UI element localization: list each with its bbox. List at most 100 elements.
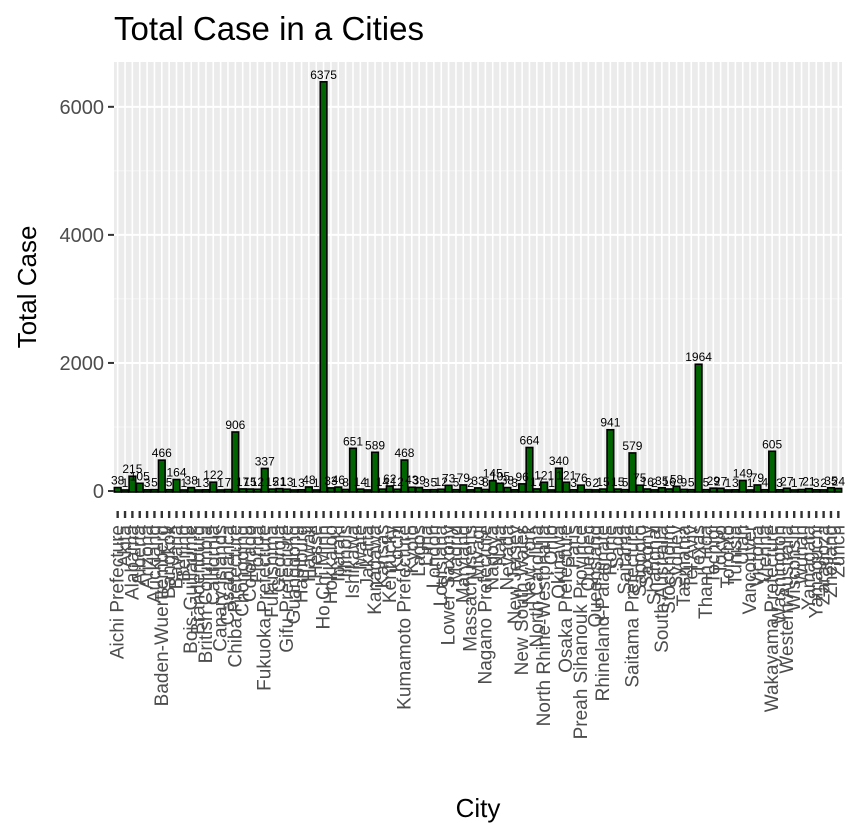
data-label: 7 [225, 476, 232, 490]
bar [378, 488, 387, 493]
bar [576, 484, 586, 493]
x-tick-label: London [424, 525, 445, 588]
x-tick-label: Akita [115, 525, 136, 568]
x-tick-label: Gifu Prefecture [277, 525, 298, 653]
data-label: 16 [663, 475, 677, 489]
data-label: 14 [354, 475, 368, 489]
bar [209, 481, 218, 493]
data-label: 605 [762, 437, 782, 451]
bar [319, 81, 328, 493]
x-tick-label: Aichi Prefecture [108, 525, 129, 659]
data-label: 4 [761, 476, 768, 490]
x-tick-label: Stockholm [659, 525, 680, 614]
bar [282, 488, 291, 493]
bar [804, 487, 814, 493]
x-tick-label: Kumamoto Prefecture [394, 525, 415, 710]
x-tick-label: Wuhan [792, 525, 813, 585]
x-tick-label: Yamagata [799, 525, 820, 611]
x-tick-label: Okinawa [549, 525, 570, 599]
x-tick-label: Zhejiang [821, 525, 842, 598]
x-tick-label: Ho Chi Minh [314, 525, 335, 630]
bar [745, 489, 755, 493]
x-tick-label: Arizona [137, 525, 158, 590]
bar [179, 489, 188, 493]
data-label: 24 [832, 474, 846, 488]
bar [790, 489, 799, 493]
data-label: 35 [824, 474, 838, 488]
data-label: 79 [751, 471, 765, 485]
data-label: 8 [342, 475, 349, 489]
data-label: 2 [651, 476, 658, 490]
x-tick-label: Hokkaido [321, 525, 342, 604]
bar [157, 459, 166, 493]
data-label: 145 [483, 467, 503, 481]
data-label: 73 [442, 471, 456, 485]
bar [326, 487, 336, 493]
data-label: 3 [144, 476, 151, 490]
data-label: 337 [255, 454, 275, 468]
bar [525, 446, 534, 493]
y-tick-label: 0 [93, 481, 104, 503]
data-label: 33 [324, 474, 338, 488]
bar [613, 488, 622, 493]
x-tick-label: Bavaria [167, 525, 188, 590]
bar [768, 450, 777, 493]
data-label: 5 [151, 476, 158, 490]
data-label: 164 [166, 465, 186, 479]
bar [532, 488, 541, 493]
bar [201, 489, 211, 493]
x-tick-label: Colorado [240, 525, 261, 602]
bar [393, 488, 402, 493]
x-tick-label: Wisconsin [784, 525, 805, 612]
bar [643, 488, 652, 493]
x-tick-label: Florida [247, 525, 268, 584]
x-tick-label: Sydney [667, 525, 688, 589]
bar [547, 489, 556, 493]
data-label: 121 [534, 468, 554, 482]
data-label: 589 [365, 438, 385, 452]
bar [267, 488, 277, 493]
data-label: 39 [412, 474, 426, 488]
x-tick-label: Miyagi [468, 525, 489, 580]
bars [113, 81, 843, 493]
x-tick-label: Wakayama Prefecture [762, 525, 783, 712]
data-label: 79 [457, 471, 471, 485]
data-label: 3 [813, 476, 820, 490]
bar [481, 488, 490, 493]
x-tick-label: Preah Sihanouk Province [571, 525, 592, 739]
x-tick-label: Casablanca [218, 525, 239, 626]
bar [216, 489, 225, 493]
data-label: 1 [791, 476, 798, 490]
x-tick-label: Alberta [130, 525, 151, 586]
data-label: 3 [776, 476, 783, 490]
data-label: 466 [152, 446, 172, 460]
x-tick-label: Victoria [747, 525, 768, 588]
x-tick-label: Washington [769, 525, 790, 625]
x-tick-label: Fukuoka Prefecture [255, 525, 276, 691]
x-tick-label: Iwate [350, 525, 371, 570]
data-label: 6 [585, 476, 592, 490]
data-label: 35 [655, 474, 669, 488]
bar [554, 467, 563, 493]
x-tick-label: Kyoto [402, 525, 423, 574]
x-tick-label: Tel Aviv [681, 525, 702, 590]
x-tick-label: Lagos [409, 525, 430, 577]
x-tick-label: North Rhine-Westphalia [534, 525, 555, 727]
bar [348, 447, 358, 493]
data-label: 75 [633, 471, 647, 485]
bar [709, 487, 718, 493]
y-axis-title: Total Case [12, 226, 42, 349]
x-tick-label: Hamburg [292, 525, 313, 603]
bar [753, 484, 762, 493]
bar [598, 488, 608, 493]
bar [150, 488, 159, 493]
bar [304, 486, 313, 493]
x-tick-label: North Carolina [527, 525, 548, 648]
y-tick-label: 4000 [60, 225, 105, 247]
x-tick-label: Nagano Prefecture [475, 525, 496, 685]
bar [341, 488, 350, 493]
bar [650, 489, 659, 493]
x-tick-label: Brandenburg [189, 525, 210, 635]
x-tick-label: Alabama [122, 525, 143, 600]
x-tick-label: Utah [733, 525, 754, 565]
